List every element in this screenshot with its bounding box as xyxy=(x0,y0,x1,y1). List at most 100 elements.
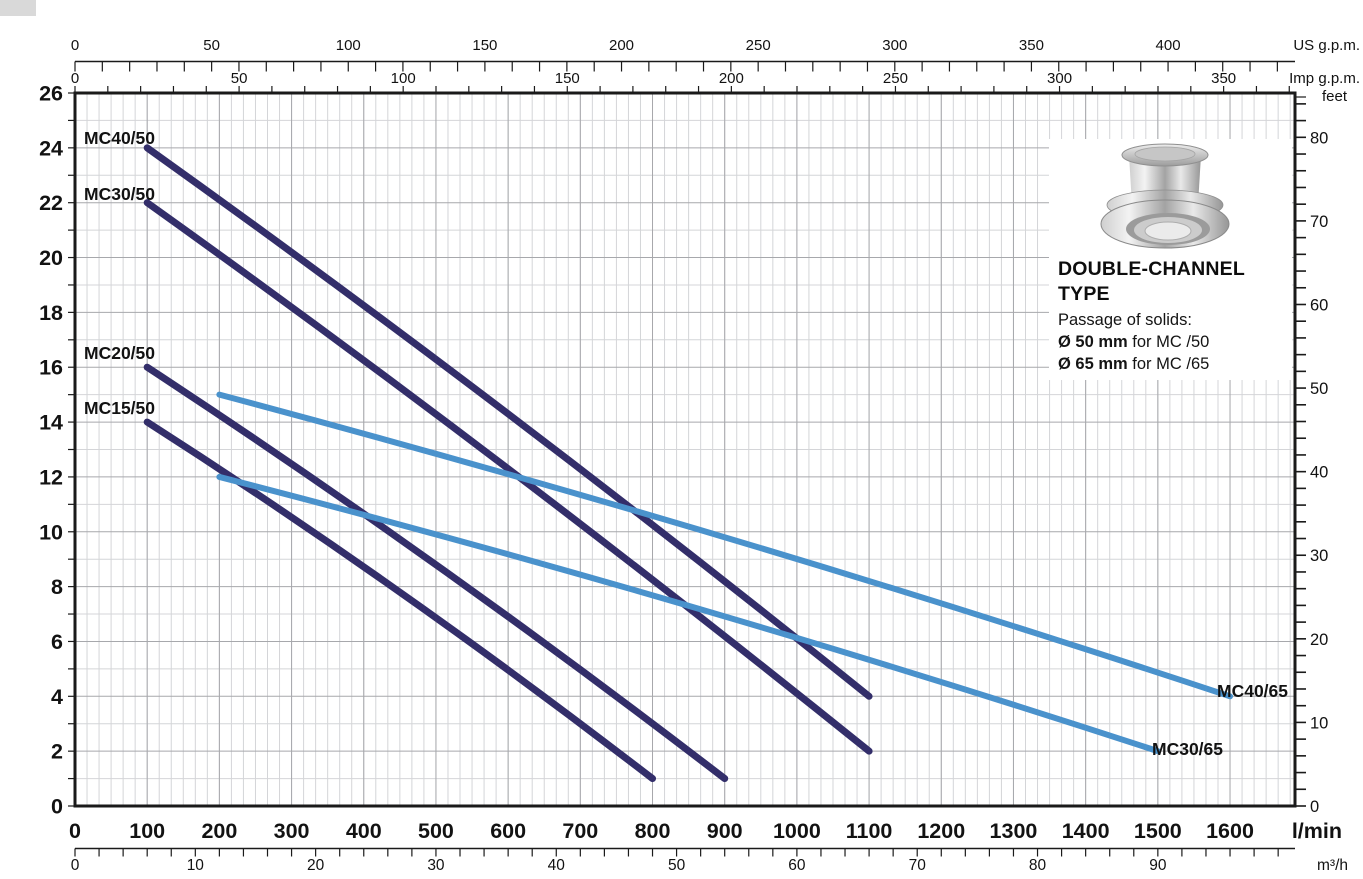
head-m-tick-label: 20 xyxy=(39,246,63,270)
us-gpm-tick-label: 300 xyxy=(882,37,907,54)
solids-size-mc65: Ø 65 mm for MC /65 xyxy=(1058,353,1288,375)
lmin-unit-label: l/min xyxy=(1292,819,1342,843)
lmin-tick-label: 1000 xyxy=(773,819,821,843)
lmin-tick-label: 1100 xyxy=(846,819,893,843)
head-m-tick-label: 18 xyxy=(39,301,63,325)
feet-tick-label: 0 xyxy=(1310,798,1319,816)
impeller-image-wrap xyxy=(1076,141,1254,255)
m3h-tick-label: 20 xyxy=(307,857,325,874)
lmin-tick-label: 900 xyxy=(707,819,743,843)
lmin-tick-label: 800 xyxy=(635,819,671,843)
head-m-tick-label: 26 xyxy=(39,82,63,106)
product-inset: DOUBLE-CHANNEL TYPE Passage of solids: Ø… xyxy=(1049,139,1292,380)
feet-unit-label: feet xyxy=(1322,88,1348,105)
us-gpm-axis: 0 50 100 150 200 250 300 350 400 US g.p.m. xyxy=(71,37,1360,72)
lmin-tick-label: 1500 xyxy=(1134,819,1182,843)
feet-tick-label: 30 xyxy=(1310,547,1328,565)
us-gpm-tick-label: 100 xyxy=(336,37,361,54)
feet-tick-label: 40 xyxy=(1310,464,1328,482)
solids-size-mc50-rest: for MC /50 xyxy=(1127,333,1210,351)
m3h-unit-label: m³/h xyxy=(1317,857,1348,874)
curve-label-mc20-50: MC20/50 xyxy=(84,343,155,363)
head-m-tick-label: 24 xyxy=(39,136,63,160)
curve-mc40-65 xyxy=(216,391,1234,700)
imp-gpm-tick-label: 350 xyxy=(1211,70,1236,87)
imp-gpm-tick-label: 250 xyxy=(883,70,908,87)
lmin-tick-label: 300 xyxy=(274,819,310,843)
head-m-tick-label: 6 xyxy=(51,630,63,654)
lmin-tick-label: 1600 xyxy=(1206,819,1254,843)
passage-of-solids-label: Passage of solids: xyxy=(1058,311,1192,329)
us-gpm-unit-label: US g.p.m. xyxy=(1293,37,1360,54)
feet-tick-label: 50 xyxy=(1310,380,1328,398)
us-gpm-tick-label: 0 xyxy=(71,37,79,54)
solids-size-mc50-bold: Ø 50 mm xyxy=(1058,333,1128,351)
lmin-tick-label: 400 xyxy=(346,819,382,843)
double-channel-impeller-image xyxy=(1100,143,1230,249)
m3h-tick-label: 10 xyxy=(187,857,205,874)
curve-label-mc40-50: MC40/50 xyxy=(84,128,155,148)
solids-size-mc50: Ø 50 mm for MC /50 xyxy=(1058,331,1288,353)
curve-mc20-50 xyxy=(143,363,729,783)
us-gpm-tick-label: 250 xyxy=(746,37,771,54)
lmin-tick-label: 1400 xyxy=(1062,819,1110,843)
m3h-tick-label: 70 xyxy=(909,857,927,874)
inset-title-line2: TYPE xyxy=(1058,283,1110,305)
curve-mc15-50 xyxy=(143,418,657,783)
lmin-tick-label: 1300 xyxy=(990,819,1038,843)
curve-label-mc30-65: MC30/65 xyxy=(1152,739,1223,759)
imp-gpm-tick-label: 300 xyxy=(1047,70,1072,87)
head-m-tick-label: 10 xyxy=(39,520,63,544)
feet-tick-label: 20 xyxy=(1310,631,1328,649)
head-m-tick-label: 22 xyxy=(39,191,63,215)
m3h-tick-label: 30 xyxy=(427,857,445,874)
curve-mc30-65 xyxy=(216,473,1161,755)
lmin-tick-label: 0 xyxy=(69,819,81,843)
feet-tick-label: 60 xyxy=(1310,296,1328,314)
lmin-tick-label: 500 xyxy=(418,819,454,843)
solids-size-mc65-bold: Ø 65 mm xyxy=(1058,355,1128,373)
pump-curves: MC40/50 MC30/50 MC20/50 MC15/50 MC40/65 MC30/… xyxy=(84,128,1288,783)
us-gpm-tick-label: 200 xyxy=(609,37,634,54)
lmin-axis: 0 100 200 300 400 500 600 700 800 900 1000 1100 1200… xyxy=(69,819,1342,843)
head-m-tick-label: 8 xyxy=(51,575,63,599)
plot-border xyxy=(73,91,1297,808)
us-gpm-tick-label: 150 xyxy=(472,37,497,54)
head-m-tick-label: 14 xyxy=(39,411,63,435)
lmin-tick-label: 1200 xyxy=(917,819,965,843)
curve-label-mc40-65: MC40/65 xyxy=(1217,681,1288,701)
feet-axis: 0 10 20 30 40 50 60 70 80 feet xyxy=(1295,88,1348,816)
curve-label-mc15-50: MC15/50 xyxy=(84,398,155,418)
lmin-tick-label: 600 xyxy=(490,819,526,843)
head-m-tick-label: 4 xyxy=(51,685,63,709)
solids-size-mc65-rest: for MC /65 xyxy=(1127,355,1210,373)
us-gpm-tick-label: 50 xyxy=(203,37,220,54)
imp-gpm-tick-label: 100 xyxy=(391,70,416,87)
imp-gpm-tick-label: 150 xyxy=(555,70,580,87)
scan-corner-artifact xyxy=(0,0,36,16)
curve-mc40-50 xyxy=(143,144,873,700)
imp-gpm-tick-label: 0 xyxy=(71,70,79,87)
us-gpm-tick-label: 400 xyxy=(1156,37,1181,54)
imp-gpm-tick-label: 50 xyxy=(231,70,248,87)
lmin-tick-label: 100 xyxy=(129,819,165,843)
m3h-tick-label: 50 xyxy=(668,857,686,874)
head-m-tick-label: 0 xyxy=(51,795,63,819)
feet-tick-label: 10 xyxy=(1310,714,1328,732)
imp-gpm-unit-label: Imp g.p.m. xyxy=(1289,70,1360,87)
curve-label-mc30-50: MC30/50 xyxy=(84,184,155,204)
feet-tick-label: 80 xyxy=(1310,129,1328,147)
head-m-tick-label: 12 xyxy=(39,465,63,489)
head-m-tick-label: 2 xyxy=(51,740,63,764)
curve-mc30-50 xyxy=(143,199,873,755)
m3h-tick-label: 40 xyxy=(548,857,566,874)
lmin-tick-label: 700 xyxy=(562,819,598,843)
imp-gpm-tick-label: 200 xyxy=(719,70,744,87)
feet-tick-label: 70 xyxy=(1310,213,1328,231)
inset-title: DOUBLE-CHANNEL TYPE xyxy=(1058,257,1288,307)
m3h-tick-label: 80 xyxy=(1029,857,1047,874)
m3h-tick-label: 60 xyxy=(788,857,806,874)
